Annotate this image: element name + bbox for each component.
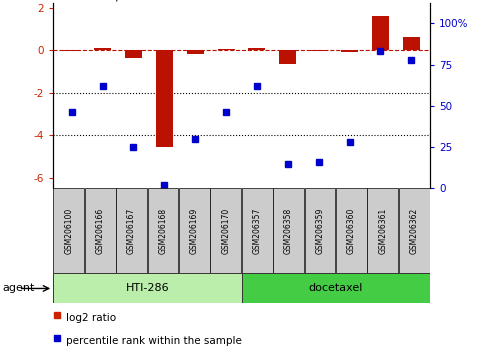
Text: HTI-286: HTI-286 [126, 284, 169, 293]
Bar [336, 188, 367, 273]
Text: GSM206167: GSM206167 [127, 208, 136, 254]
Text: GSM206360: GSM206360 [347, 208, 356, 254]
Text: GSM206166: GSM206166 [96, 208, 105, 254]
Text: GSM206169: GSM206169 [190, 208, 199, 254]
Bar [94, 48, 111, 50]
Bar [310, 50, 327, 51]
Text: log2 ratio: log2 ratio [66, 313, 116, 323]
Text: GSM206362: GSM206362 [410, 208, 419, 254]
Text: GSM206359: GSM206359 [315, 208, 325, 254]
Bar [63, 50, 80, 51]
Text: docetaxel: docetaxel [309, 284, 363, 293]
Bar [242, 273, 430, 303]
Text: agent: agent [2, 284, 35, 293]
Text: GSM206168: GSM206168 [158, 208, 168, 254]
Bar [372, 16, 389, 50]
Text: GSM206170: GSM206170 [221, 208, 230, 254]
Text: percentile rank within the sample: percentile rank within the sample [66, 336, 242, 346]
Bar [279, 50, 296, 64]
Bar [179, 188, 210, 273]
Bar [341, 50, 358, 52]
Bar [85, 188, 115, 273]
Bar [211, 188, 241, 273]
Bar [53, 273, 242, 303]
Text: GDS2971 / 9.3.14.20: GDS2971 / 9.3.14.20 [53, 0, 184, 2]
Text: GSM206357: GSM206357 [253, 208, 262, 254]
Bar [156, 50, 173, 147]
Bar [403, 38, 420, 50]
Bar [368, 188, 398, 273]
Bar [242, 188, 272, 273]
Bar [248, 48, 266, 50]
Bar [116, 188, 147, 273]
Text: GSM206358: GSM206358 [284, 208, 293, 254]
Bar [273, 188, 304, 273]
Bar [125, 50, 142, 58]
Bar [148, 188, 178, 273]
Bar [54, 188, 84, 273]
Bar [399, 188, 429, 273]
Text: GSM206361: GSM206361 [378, 208, 387, 254]
Text: GSM206100: GSM206100 [64, 208, 73, 254]
Bar [187, 50, 204, 55]
Bar [217, 49, 235, 50]
Bar [305, 188, 335, 273]
